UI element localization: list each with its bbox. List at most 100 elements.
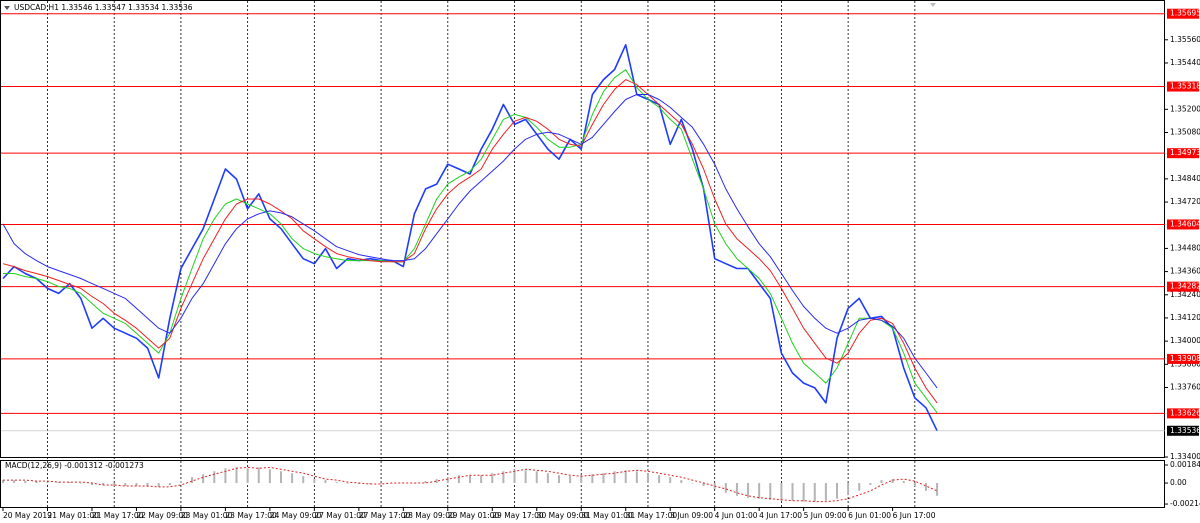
histogram-bar xyxy=(591,474,594,484)
level-label: 1.34973 xyxy=(1170,148,1200,157)
histogram-bar xyxy=(224,468,227,484)
histogram-bar xyxy=(457,475,460,484)
histogram-bar xyxy=(624,470,627,484)
histogram-bar xyxy=(869,483,872,485)
histogram-bar xyxy=(68,482,71,484)
histogram-bar xyxy=(480,475,483,484)
histogram-bar xyxy=(424,481,427,484)
y-tick-label: -0.002145 xyxy=(1170,499,1200,508)
histogram-bar xyxy=(146,483,149,487)
histogram-bar xyxy=(191,477,194,484)
x-tick-label: 28 May 09:00 xyxy=(403,511,455,520)
histogram-bar xyxy=(658,475,661,484)
histogram-bar xyxy=(380,483,383,484)
histogram-bar xyxy=(469,475,472,484)
x-tick-label: 6 Jun 17:00 xyxy=(893,511,936,520)
histogram-bar xyxy=(257,467,260,484)
x-tick-label: 24 May 09:00 xyxy=(270,511,322,520)
y-tick-label: 1.34000 xyxy=(1170,336,1200,345)
histogram-bar xyxy=(235,467,238,484)
histogram-bar xyxy=(124,483,127,486)
level-label: 1.35695 xyxy=(1170,9,1200,18)
histogram-bar xyxy=(102,483,105,485)
histogram-bar xyxy=(79,483,82,484)
histogram-bar xyxy=(524,470,527,484)
x-tick-label: 22 May 09:00 xyxy=(136,511,188,520)
histogram-bar xyxy=(135,483,138,486)
histogram-bar xyxy=(891,479,894,484)
x-tick-label: 31 May 01:00 xyxy=(581,511,633,520)
y-tick-label: 0.001843 xyxy=(1170,460,1200,469)
histogram-bar xyxy=(179,481,182,484)
histogram-bar xyxy=(913,483,916,486)
histogram-bar xyxy=(880,480,883,484)
level-badge xyxy=(1167,353,1199,364)
histogram-bar xyxy=(546,473,549,484)
histogram-bar xyxy=(669,477,672,484)
level-label: 1.33626 xyxy=(1170,408,1200,417)
histogram-bar xyxy=(13,480,16,484)
y-tick-label: 1.35440 xyxy=(1170,58,1200,67)
signal-line xyxy=(3,466,938,503)
histogram-bar xyxy=(858,483,861,491)
histogram-bar xyxy=(635,471,638,484)
moving-average xyxy=(2,79,938,404)
level-badge xyxy=(1167,8,1199,19)
x-tick-label: 4 Jun 01:00 xyxy=(715,511,758,520)
histogram-bar xyxy=(24,481,27,484)
x-tick-label: 30 May 09:00 xyxy=(537,511,589,520)
y-tick-label: 1.34120 xyxy=(1170,313,1200,322)
histogram-bar xyxy=(357,483,360,485)
histogram-bar xyxy=(291,473,294,484)
histogram-bar xyxy=(747,483,750,498)
x-tick-label: 23 May 17:00 xyxy=(225,511,277,520)
histogram-bar xyxy=(735,483,738,496)
histogram-bar xyxy=(769,483,772,500)
level-badge xyxy=(1167,281,1199,292)
x-tick-label: 21 May 01:00 xyxy=(47,511,99,520)
level-badge xyxy=(1167,219,1199,230)
histogram-bar xyxy=(35,481,38,484)
histogram-bar xyxy=(202,474,205,484)
level-badge xyxy=(1167,148,1199,159)
y-tick-label: 1.35560 xyxy=(1170,35,1200,44)
level-badge xyxy=(1167,408,1199,419)
histogram-bar xyxy=(90,483,93,485)
histogram-bar xyxy=(558,475,560,484)
histogram-bar xyxy=(902,481,905,484)
last-price-label: 1.33536 xyxy=(1170,426,1200,435)
level-badge xyxy=(1167,81,1199,92)
macd-header: MACD(12,26,9) -0.001312 -0.001273 xyxy=(5,461,144,470)
histogram-bar xyxy=(2,480,4,484)
histogram-bar xyxy=(602,473,605,484)
x-tick-label: 29 May 01:00 xyxy=(448,511,500,520)
x-tick-label: 23 May 01:00 xyxy=(181,511,233,520)
x-tick-label: 27 May 17:00 xyxy=(359,511,411,520)
macd-pane xyxy=(0,460,1165,508)
y-tick-label: 1.34480 xyxy=(1170,243,1200,252)
x-tick-label: 4 Jun 17:00 xyxy=(759,511,802,520)
level-label: 1.33908 xyxy=(1170,354,1200,363)
histogram-bar xyxy=(691,483,694,484)
x-tick-label: 31 May 17:00 xyxy=(626,511,678,520)
x-tick-label: 27 May 01:00 xyxy=(314,511,366,520)
histogram-bar xyxy=(157,483,160,487)
y-tick-label: 1.35200 xyxy=(1170,104,1200,113)
histogram-bar xyxy=(569,476,572,484)
x-tick-label: 29 May 17:00 xyxy=(492,511,544,520)
price-line xyxy=(2,44,938,432)
histogram-bar xyxy=(113,483,116,486)
histogram-bar xyxy=(802,483,805,502)
histogram-bar xyxy=(836,483,838,499)
collapse-icon[interactable] xyxy=(4,6,10,10)
shift-marker[interactable] xyxy=(930,3,936,7)
histogram-bar xyxy=(724,483,727,493)
histogram-bar xyxy=(268,469,271,484)
histogram-bar xyxy=(168,483,171,485)
histogram-bar xyxy=(613,471,616,484)
histogram-bar xyxy=(335,482,338,484)
moving-average xyxy=(2,94,938,389)
histogram-bar xyxy=(680,480,683,484)
x-tick-label: 3 Jun 09:00 xyxy=(670,511,713,520)
